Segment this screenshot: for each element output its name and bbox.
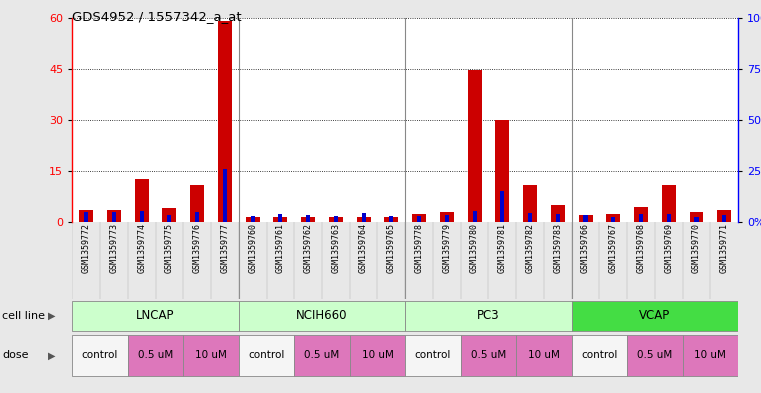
Text: ▶: ▶ — [48, 311, 56, 321]
Bar — [405, 335, 460, 376]
Bar — [662, 185, 676, 222]
Text: control: control — [415, 350, 451, 360]
Bar — [556, 214, 560, 222]
Bar — [239, 335, 295, 376]
Bar — [128, 335, 183, 376]
Bar — [611, 217, 616, 222]
Bar — [295, 335, 350, 376]
Bar — [440, 212, 454, 222]
Bar — [361, 213, 366, 222]
Bar — [357, 217, 371, 222]
Text: control: control — [248, 350, 285, 360]
Text: dose: dose — [2, 350, 29, 360]
Text: PC3: PC3 — [477, 309, 500, 323]
Bar — [139, 211, 144, 222]
Bar — [667, 214, 671, 222]
Bar — [572, 335, 627, 376]
Bar — [334, 216, 338, 222]
Bar — [72, 301, 239, 331]
Bar — [279, 214, 282, 222]
Bar — [627, 335, 683, 376]
Text: 10 uM: 10 uM — [195, 350, 227, 360]
Text: 10 uM: 10 uM — [361, 350, 393, 360]
Bar — [306, 215, 310, 222]
Text: GDS4952 / 1557342_a_at: GDS4952 / 1557342_a_at — [72, 10, 242, 23]
Bar — [223, 169, 227, 222]
Text: control: control — [82, 350, 118, 360]
Bar — [167, 215, 171, 222]
Bar — [683, 335, 738, 376]
Bar — [301, 217, 315, 222]
Bar — [500, 191, 505, 222]
Text: VCAP: VCAP — [639, 309, 670, 323]
Bar — [460, 335, 516, 376]
Bar — [107, 210, 121, 222]
Bar — [639, 214, 643, 222]
Bar — [444, 215, 449, 222]
Bar — [718, 210, 731, 222]
Bar — [112, 212, 116, 222]
Bar — [473, 211, 476, 222]
Text: control: control — [581, 350, 618, 360]
Text: 0.5 uM: 0.5 uM — [471, 350, 506, 360]
Bar — [79, 210, 93, 222]
Bar — [722, 215, 727, 222]
Bar — [551, 205, 565, 222]
Text: 0.5 uM: 0.5 uM — [637, 350, 673, 360]
Bar — [195, 212, 199, 222]
Text: 0.5 uM: 0.5 uM — [304, 350, 339, 360]
Bar — [634, 207, 648, 222]
Bar — [405, 301, 572, 331]
Bar — [390, 216, 393, 222]
Text: 0.5 uM: 0.5 uM — [138, 350, 174, 360]
Bar — [84, 212, 88, 222]
Bar — [246, 217, 260, 222]
Text: ▶: ▶ — [48, 350, 56, 360]
Bar — [412, 213, 426, 222]
Bar — [273, 217, 288, 222]
Bar — [572, 301, 738, 331]
Bar — [516, 335, 572, 376]
Text: cell line: cell line — [2, 311, 46, 321]
Bar — [190, 185, 204, 222]
Bar — [162, 208, 177, 222]
Bar — [607, 213, 620, 222]
Bar — [584, 215, 587, 222]
Bar — [468, 70, 482, 222]
Bar — [183, 335, 239, 376]
Text: NCIH660: NCIH660 — [296, 309, 348, 323]
Bar — [384, 217, 398, 222]
Bar — [528, 213, 532, 222]
Bar — [218, 21, 232, 222]
Bar — [578, 215, 593, 222]
Text: 10 uM: 10 uM — [528, 350, 560, 360]
Bar — [523, 185, 537, 222]
Bar — [689, 212, 703, 222]
Bar — [250, 216, 255, 222]
Bar — [329, 217, 342, 222]
Bar — [495, 120, 509, 222]
Text: 10 uM: 10 uM — [695, 350, 726, 360]
Text: LNCAP: LNCAP — [136, 309, 175, 323]
Bar — [417, 216, 421, 222]
Bar — [239, 301, 405, 331]
Bar — [72, 335, 128, 376]
Bar — [350, 335, 405, 376]
Bar — [135, 180, 148, 222]
Bar — [695, 217, 699, 222]
